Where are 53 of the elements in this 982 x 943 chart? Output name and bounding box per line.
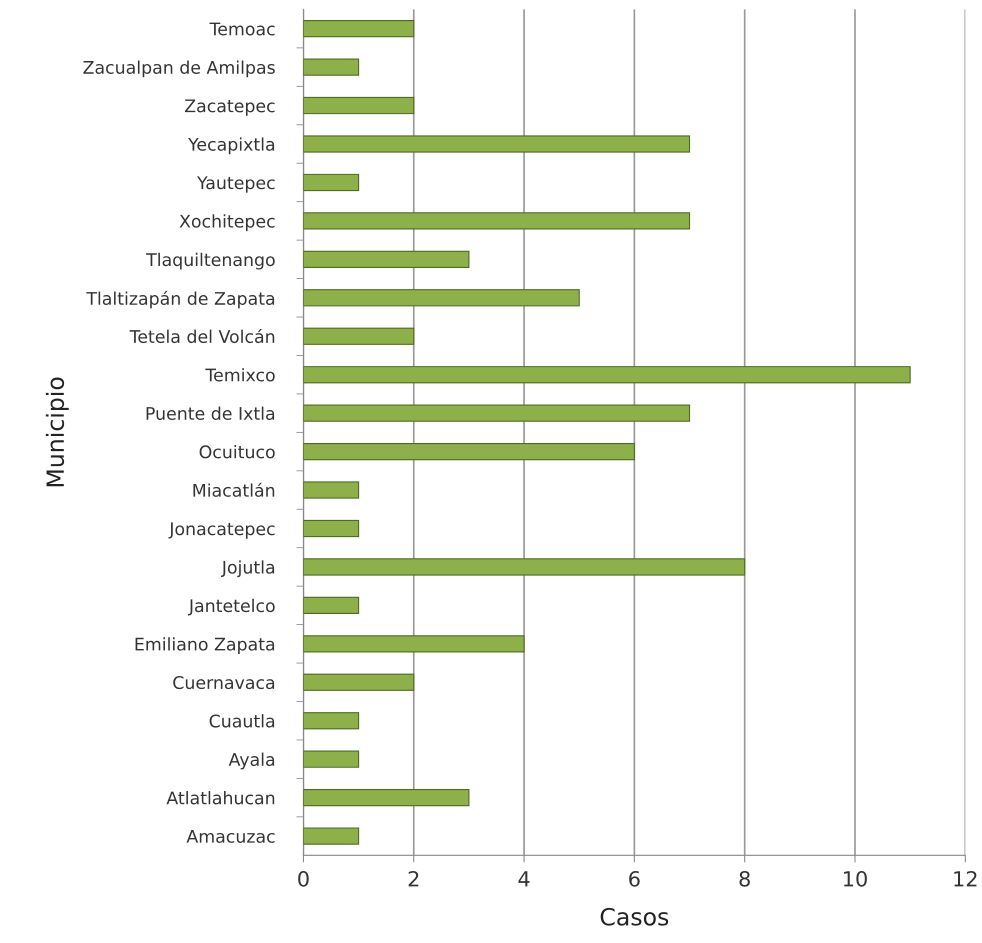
y-tick-label: Atlatlahucan — [166, 791, 274, 804]
x-tick-label: 6 — [629, 870, 640, 887]
y-tick-label: Tlaquiltenango — [146, 252, 275, 270]
bar — [303, 289, 580, 306]
bar — [303, 827, 360, 845]
y-tick-label: Temixco — [205, 368, 275, 382]
bar — [303, 58, 360, 76]
bar — [303, 442, 635, 460]
bar — [303, 328, 414, 345]
bar — [303, 250, 470, 268]
y-tick-label: Ayala — [228, 752, 274, 770]
bar — [303, 404, 690, 422]
y-tick-label: Amacuzac — [186, 830, 275, 843]
y-tick-label: Ocuituco — [200, 444, 275, 458]
bar — [303, 20, 414, 38]
bar — [303, 366, 911, 384]
x-tick-label: 0 — [298, 870, 309, 887]
x-tick-label: 8 — [739, 870, 750, 887]
bar — [303, 750, 360, 768]
bar — [303, 635, 525, 652]
bar — [303, 96, 414, 114]
y-tick-label: Miacatlán — [193, 482, 274, 497]
bar — [303, 596, 360, 614]
y-tick-label: Emiliano Zapata — [136, 637, 274, 654]
y-tick-label: Tetela del Volcán — [130, 328, 274, 344]
y-tick-label: Cuernavaca — [173, 676, 274, 690]
bar — [303, 789, 470, 806]
bar — [303, 135, 690, 153]
bar — [303, 712, 360, 730]
bar — [303, 558, 746, 576]
y-tick-label: Cuautla — [210, 714, 274, 728]
y-tick-label: Jojutla — [220, 560, 274, 578]
y-tick-label: Temoac — [210, 22, 275, 36]
x-axis-title: Casos — [600, 908, 668, 926]
y-tick-label: Zacatepec — [184, 99, 275, 116]
bar — [303, 174, 360, 192]
x-tick-label: 4 — [518, 871, 530, 886]
x-tick-label: 2 — [408, 870, 418, 886]
bar — [303, 520, 360, 538]
y-axis-title: Municipio — [46, 377, 69, 486]
bar — [303, 212, 690, 230]
y-tick-label: Jonacatepec — [168, 522, 275, 539]
bar — [303, 481, 360, 499]
y-tick-label: Zacualpan de Amilpas — [83, 60, 275, 78]
bar — [303, 674, 414, 691]
y-tick-label: Tlaltizapán de Zapata — [86, 290, 274, 308]
y-tick-label: Yecapixtla — [188, 137, 274, 154]
y-tick-label: Puente de Ixtla — [146, 406, 274, 420]
y-tick-label: Xochitepec — [180, 214, 275, 232]
x-tick-label: 12 — [954, 870, 976, 886]
y-tick-label: Yautepec — [197, 176, 275, 193]
x-tick-label: 10 — [844, 870, 867, 887]
y-tick-label: Jantetelco — [188, 598, 275, 616]
